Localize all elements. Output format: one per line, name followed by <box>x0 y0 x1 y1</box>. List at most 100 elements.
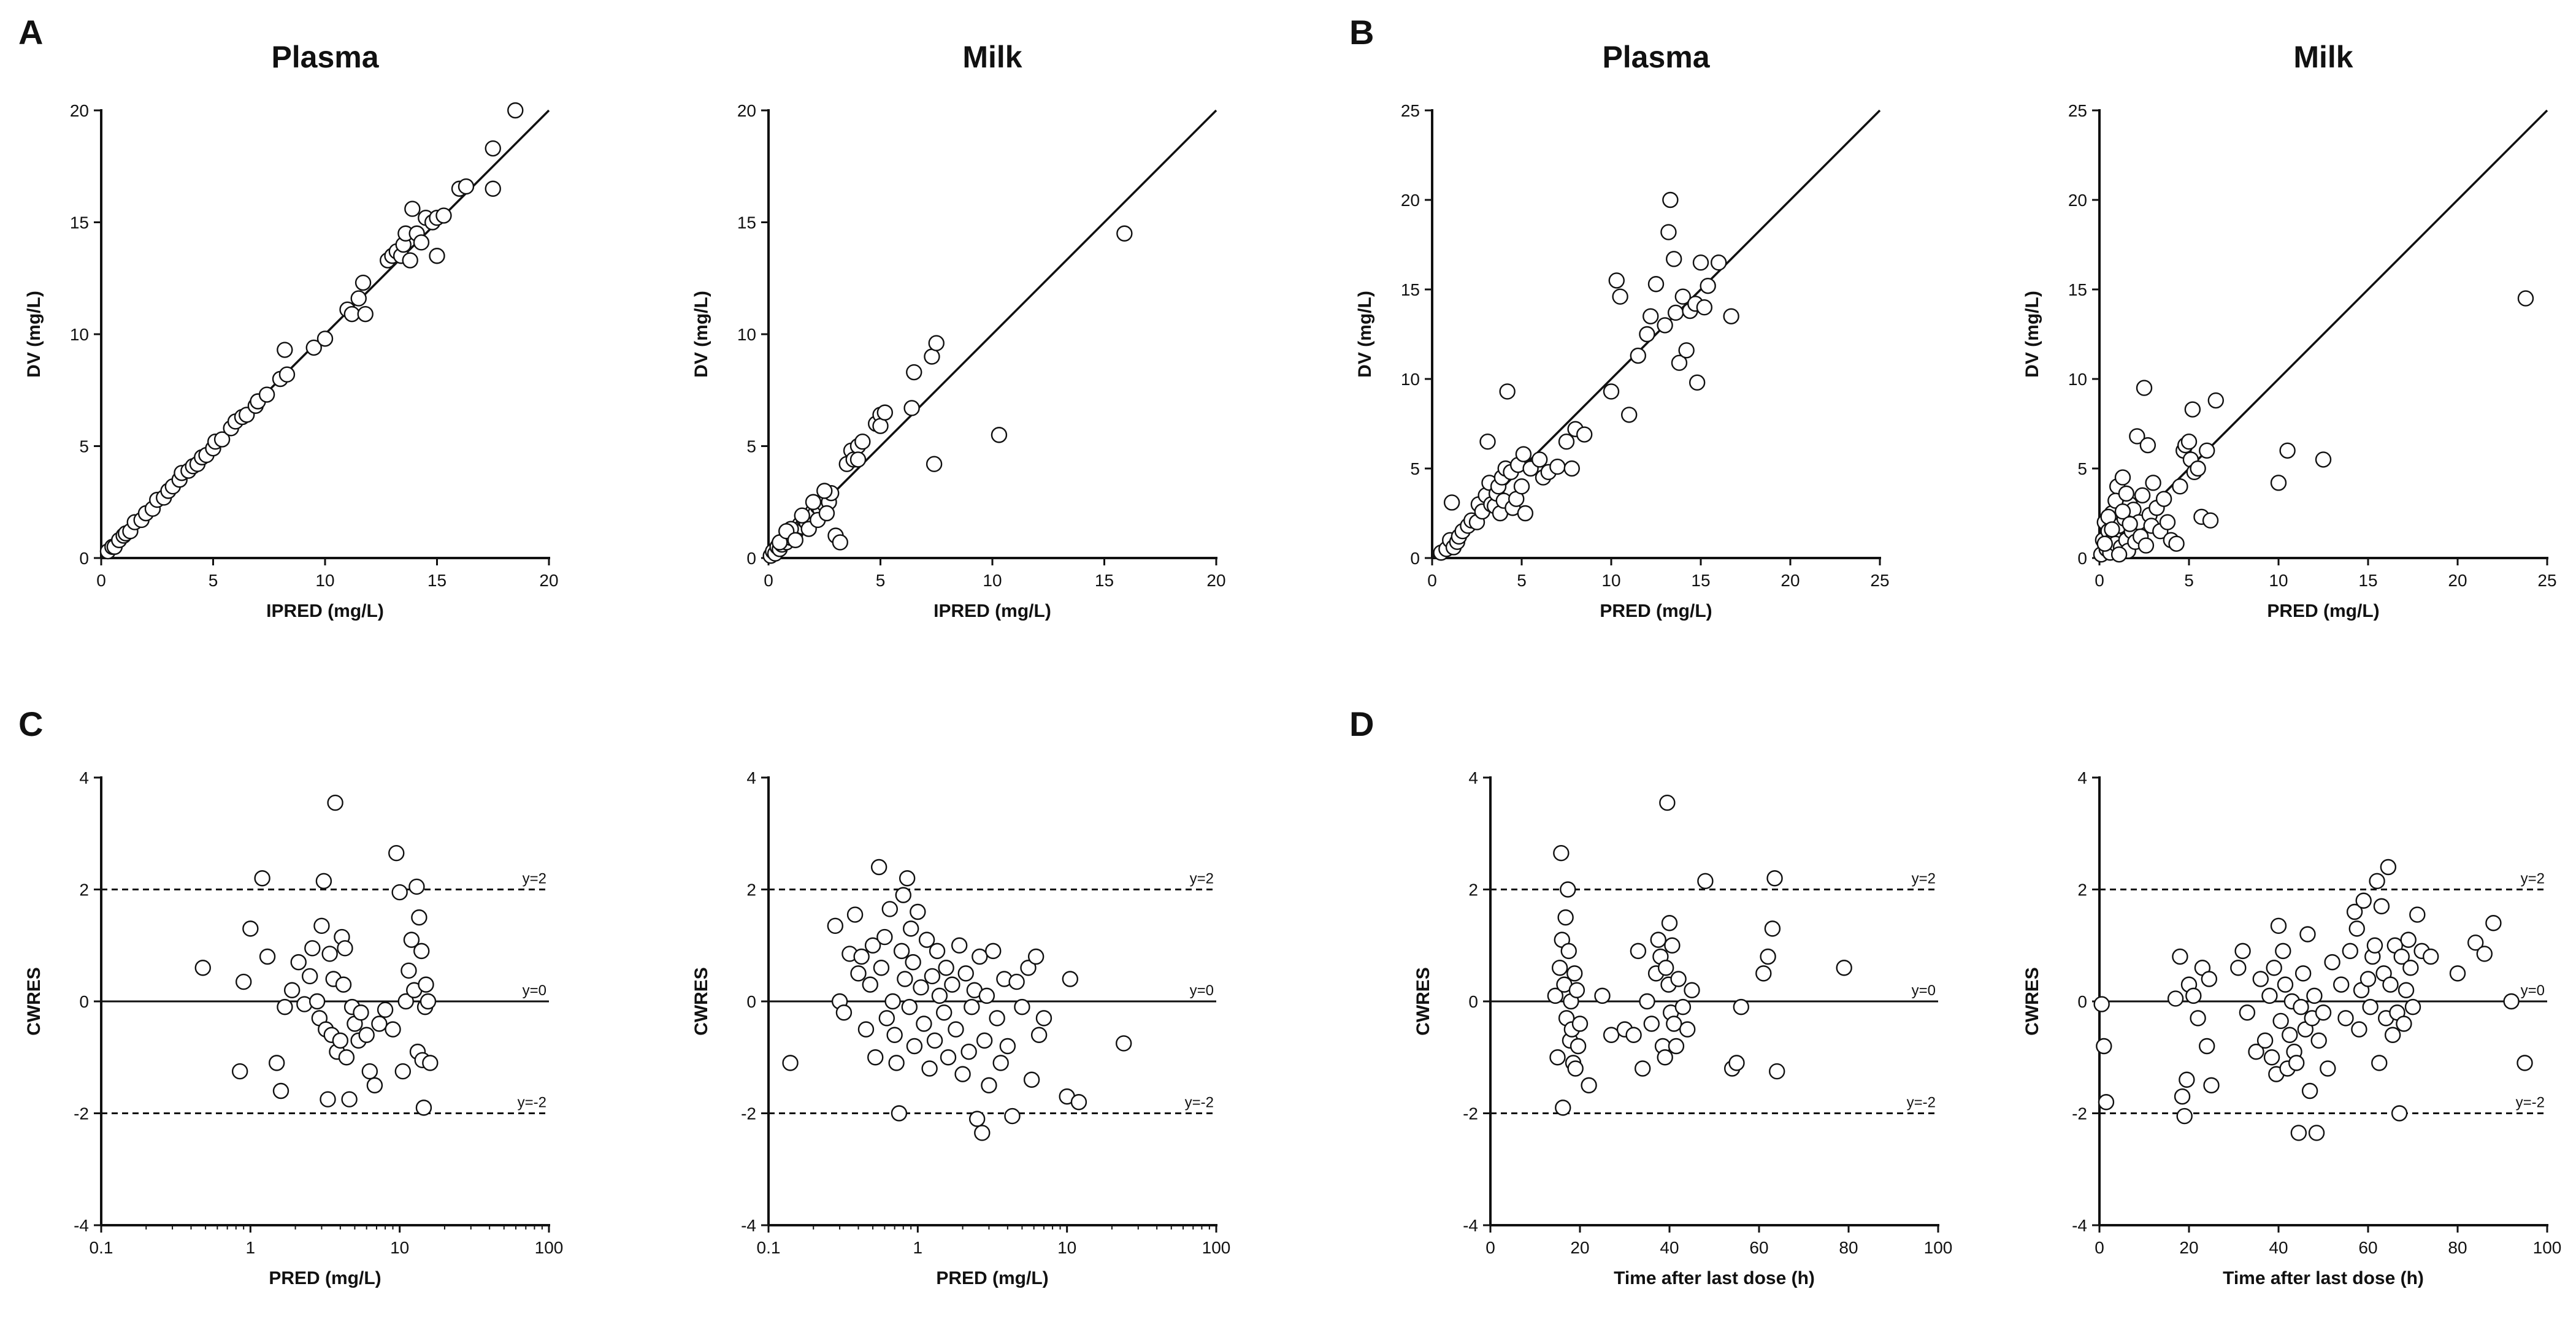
chart-a-plasma: Plasma 0 5 10 15 20 0 5 10 15 20 IPRED (mg/L) DV (mg… <box>24 40 559 621</box>
data-point <box>2517 290 2534 307</box>
y-tick-label: 0 <box>1468 992 1478 1011</box>
data-point <box>305 339 322 356</box>
data-point <box>2362 998 2379 1015</box>
data-point <box>876 928 893 946</box>
data-point <box>1668 1038 1685 1055</box>
data-point <box>1035 1010 1052 1027</box>
data-point <box>1551 960 1568 976</box>
data-point <box>2293 998 2309 1015</box>
y-tick-label: 0 <box>746 992 756 1011</box>
chart-title: Milk <box>962 40 1022 74</box>
data-point <box>420 993 437 1010</box>
data-point <box>413 943 430 960</box>
data-point <box>2290 1125 2307 1141</box>
data-point <box>794 507 810 524</box>
x-tick-label: 20 <box>1206 571 1225 590</box>
data-point <box>337 940 353 957</box>
data-point <box>338 1049 355 1066</box>
data-point <box>1567 1060 1584 1077</box>
data-point <box>2369 873 2385 890</box>
y-tick-label: 5 <box>746 437 756 456</box>
data-point <box>1549 458 1566 475</box>
data-point <box>341 1091 358 1107</box>
data-point <box>1020 960 1037 976</box>
data-point <box>2282 1027 2298 1043</box>
x-tick-label: 60 <box>1749 1238 1768 1257</box>
y-tick-label: 5 <box>79 437 89 456</box>
data-point <box>1563 460 1580 477</box>
data-point <box>846 906 864 923</box>
data-point <box>870 859 887 876</box>
x-tick-label: 0 <box>96 571 106 590</box>
chart-c-plasma: 4 2 0 -2 -40.1 1 10 100 PRED (mg/L) CWRES y=2 y=0 y=… <box>24 768 563 1288</box>
y-tick-label: 0 <box>2077 992 2087 1011</box>
data-point <box>2359 971 2377 987</box>
data-point <box>358 1027 375 1043</box>
y-tick-label: 5 <box>1410 459 1420 478</box>
reference-line-label: y=0 <box>523 982 546 999</box>
data-point <box>929 943 946 960</box>
data-point <box>1657 1049 1673 1066</box>
data-point <box>2239 1004 2256 1021</box>
y-tick-label: 15 <box>1401 280 1420 299</box>
data-point <box>867 1049 884 1066</box>
x-tick-label: 5 <box>2184 571 2194 590</box>
data-point <box>404 201 421 217</box>
y-axis-label: DV (mg/L) <box>691 291 711 378</box>
data-point <box>235 973 252 990</box>
data-point <box>902 920 919 937</box>
data-point <box>2190 460 2206 477</box>
data-point <box>413 234 430 251</box>
y-tick-label: 10 <box>737 325 756 344</box>
reference-line-label: y=-2 <box>2516 1095 2545 1111</box>
data-point <box>2485 915 2502 931</box>
data-point <box>1657 317 1673 334</box>
data-point <box>2503 993 2520 1010</box>
data-point <box>2114 469 2131 486</box>
data-point <box>377 1001 394 1018</box>
data-point <box>2299 926 2316 943</box>
x-tick-label: 10 <box>1601 571 1620 590</box>
data-point <box>309 993 326 1010</box>
x-axis-label: PRED (mg/L) <box>269 1268 381 1288</box>
data-point <box>926 456 943 472</box>
data-point <box>1014 998 1030 1015</box>
x-axis-label: Time after last dose (h) <box>1614 1268 1815 1288</box>
data-point <box>397 993 414 1010</box>
data-point <box>2315 451 2332 468</box>
data-point <box>2098 1094 2115 1111</box>
data-point <box>918 931 935 948</box>
chart-title: Plasma <box>1602 40 1710 74</box>
reference-line-label: y=0 <box>1190 982 1214 999</box>
y-tick-label: 4 <box>79 768 89 787</box>
data-point <box>978 987 995 1004</box>
chart-b-milk: Milk 0 5 10 15 20 25 0 5 10 15 20 25 PRED (mg/L) DV (m… <box>2022 40 2557 621</box>
data-point <box>1513 478 1530 495</box>
data-point <box>1696 299 1713 316</box>
data-point <box>2155 491 2172 507</box>
data-point <box>957 965 974 982</box>
data-point <box>1697 873 1714 890</box>
y-axis-label: CWRES <box>2022 967 2042 1036</box>
data-point <box>277 342 293 358</box>
data-point <box>422 1055 439 1071</box>
data-point <box>2122 516 2138 532</box>
data-point <box>272 1082 289 1099</box>
x-tick-label: 15 <box>1691 571 1710 590</box>
data-point <box>2333 976 2350 993</box>
x-tick-label: 5 <box>1517 571 1527 590</box>
data-point <box>418 976 434 993</box>
reference-line-label: y=2 <box>2521 871 2545 887</box>
data-point <box>301 968 318 985</box>
y-axis-label: CWRES <box>24 967 44 1036</box>
data-point <box>2422 948 2439 965</box>
data-point <box>2261 987 2278 1004</box>
panel-letter-c: C <box>18 705 43 743</box>
data-point <box>1684 982 1700 998</box>
data-point <box>1030 1027 1048 1043</box>
y-tick-label: 0 <box>746 549 756 568</box>
data-point <box>2266 960 2282 976</box>
data-point <box>872 418 889 434</box>
data-point <box>1549 1049 1566 1066</box>
reference-line-label: y=-2 <box>518 1095 546 1111</box>
